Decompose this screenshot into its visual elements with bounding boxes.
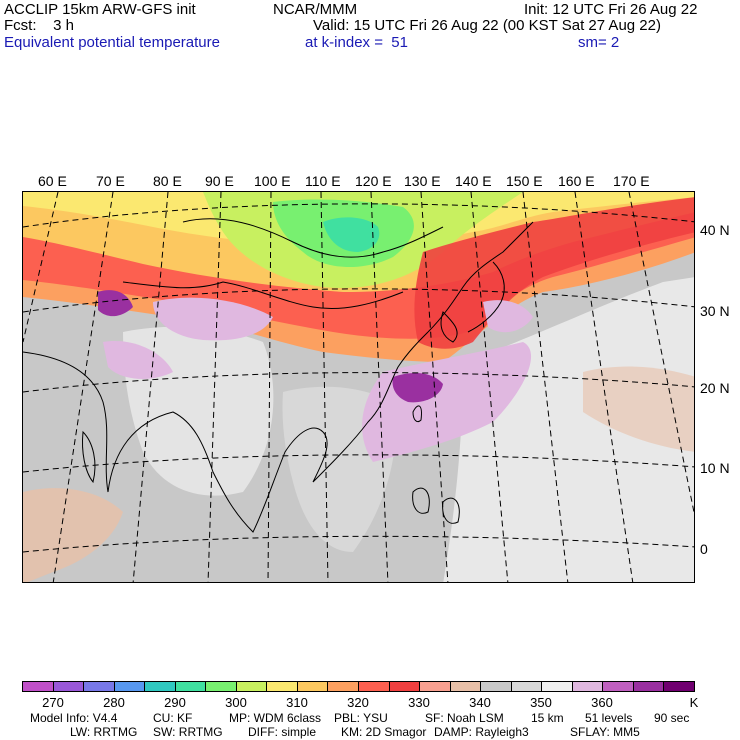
lon-label-60e: 60 E	[38, 173, 67, 189]
colorbar-swatch	[572, 682, 604, 691]
valid-time: Valid: 15 UTC Fri 26 Aug 22 (00 KST Sat …	[313, 17, 661, 34]
colorbar-swatch	[603, 682, 634, 691]
lat-label-0: 0	[700, 541, 708, 557]
colorbar-tick-320: 320	[347, 695, 369, 710]
resolution: 15 km	[531, 711, 564, 725]
k-index-label: at k-index = 51	[305, 34, 408, 51]
colorbar-swatch	[145, 682, 176, 691]
smoothing-label: sm= 2	[578, 34, 620, 51]
init-time: Init: 12 UTC Fri 26 Aug 22	[524, 1, 698, 18]
colorbar-swatch	[664, 682, 695, 691]
colorbar-swatch	[206, 682, 237, 691]
colorbar-tick-290: 290	[164, 695, 186, 710]
colorbar-swatch	[297, 682, 329, 691]
lat-label-20n: 20 N	[700, 380, 730, 396]
colorbar-swatch	[328, 682, 360, 691]
lon-label-140e: 140 E	[455, 173, 492, 189]
colorbar-swatch	[175, 682, 207, 691]
lon-label-170e: 170 E	[613, 173, 650, 189]
lon-label-150e: 150 E	[506, 173, 543, 189]
lon-label-120e: 120 E	[355, 173, 392, 189]
model-info: Model Info: V4.4	[30, 711, 118, 725]
colorbar-swatch	[633, 682, 665, 691]
colorbar-swatch	[84, 682, 115, 691]
colorbar-swatch	[53, 682, 85, 691]
forecast-hour: Fcst: 3 h	[4, 17, 75, 34]
colorbar-swatch	[450, 682, 482, 691]
colorbar-swatch	[481, 682, 512, 691]
colorbar-tick-310: 310	[286, 695, 308, 710]
mp-scheme: MP: WDM 6class	[229, 711, 322, 725]
lon-label-90e: 90 E	[205, 173, 234, 189]
colorbar-swatch	[511, 682, 543, 691]
timestep: 90 sec	[654, 711, 690, 725]
diff-scheme: DIFF: simple	[248, 725, 317, 739]
field-name: Equivalent potential temperature	[4, 34, 220, 51]
lw-scheme: LW: RRTMG	[70, 725, 138, 739]
lon-label-80e: 80 E	[153, 173, 182, 189]
colorbar-tick-360: 360	[591, 695, 613, 710]
lon-label-70e: 70 E	[96, 173, 125, 189]
km-scheme: KM: 2D Smagor	[341, 725, 427, 739]
colorbar-unit: K	[689, 695, 699, 710]
colorbar-swatch	[420, 682, 451, 691]
levels: 51 levels	[585, 711, 633, 725]
colorbar-swatch	[542, 682, 573, 691]
colorbar-swatch	[389, 682, 421, 691]
colorbar-tick-300: 300	[225, 695, 247, 710]
colorbar-swatch	[267, 682, 298, 691]
cu-scheme: CU: KF	[153, 711, 193, 725]
colorbar-tick-330: 330	[408, 695, 430, 710]
model-title: ACCLIP 15km ARW-GFS init	[4, 1, 196, 18]
lat-label-30n: 30 N	[700, 303, 730, 319]
damp-scheme: DAMP: Rayleigh3	[434, 725, 529, 739]
lat-label-40n: 40 N	[700, 222, 730, 238]
lon-label-100e: 100 E	[254, 173, 291, 189]
colorbar-swatch	[359, 682, 390, 691]
map-panel	[22, 191, 695, 583]
lon-label-130e: 130 E	[404, 173, 441, 189]
colorbar-tick-350: 350	[530, 695, 552, 710]
lat-label-10n: 10 N	[700, 460, 730, 476]
pbl-scheme: PBL: YSU	[334, 711, 388, 725]
sflay-scheme: SFLAY: MM5	[570, 725, 640, 739]
colorbar-tick-270: 270	[42, 695, 64, 710]
colorbar-swatch	[114, 682, 146, 691]
colorbar	[22, 681, 695, 692]
lon-label-110e: 110 E	[305, 173, 341, 189]
sf-scheme: SF: Noah LSM	[425, 711, 504, 725]
colorbar-swatch	[23, 682, 54, 691]
lon-label-160e: 160 E	[558, 173, 595, 189]
colorbar-swatch	[236, 682, 268, 691]
colorbar-tick-340: 340	[469, 695, 491, 710]
colorbar-tick-280: 280	[103, 695, 125, 710]
institution-label: NCAR/MMM	[273, 1, 358, 18]
theta-e-field-map	[23, 192, 694, 582]
sw-scheme: SW: RRTMG	[153, 725, 223, 739]
